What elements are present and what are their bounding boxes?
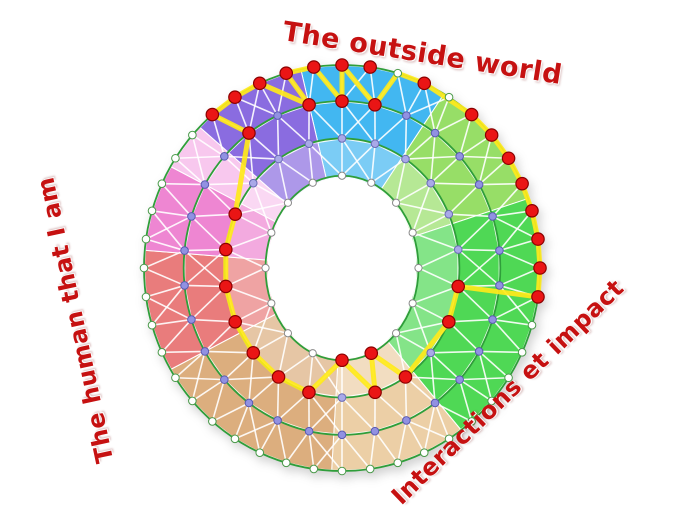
mindmap-wheel-diagram: The outside world The human that I am In… — [31, 16, 630, 511]
donut-network-svg — [139, 58, 547, 476]
